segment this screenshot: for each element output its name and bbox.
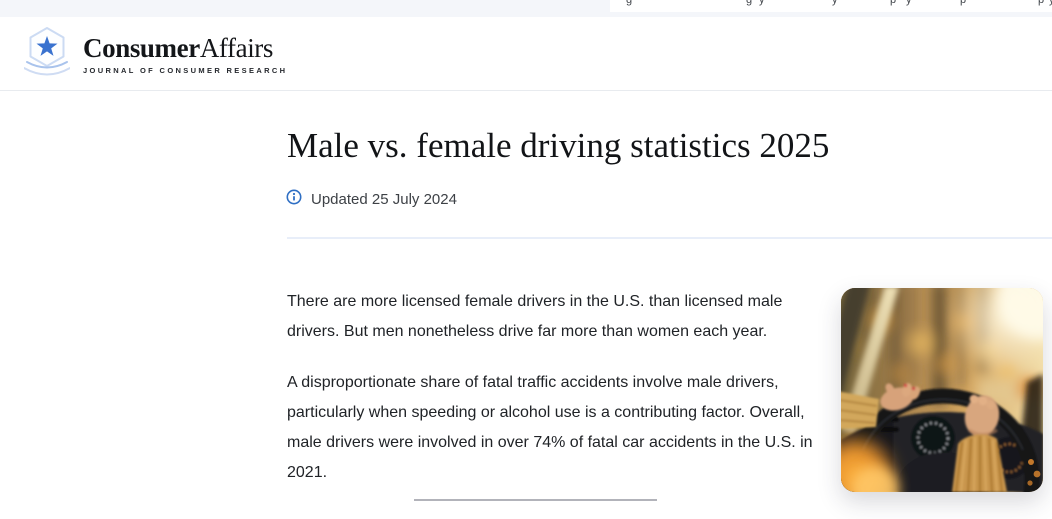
nav-link-fragment: p (1038, 0, 1044, 6)
nav-link-fragment: g (626, 0, 632, 6)
nav-link-fragment: p (960, 0, 966, 6)
top-nav-clipped-links: g g y y p y p p y (610, 0, 1052, 12)
nav-link-fragment: g (746, 0, 752, 6)
page-title: Male vs. female driving statistics 2025 (287, 126, 830, 165)
hero-image-driving (841, 288, 1043, 492)
logo-tagline: JOURNAL OF CONSUMER RESEARCH (83, 65, 288, 75)
nav-link-fragment: y (832, 0, 838, 6)
section-divider-top (287, 237, 1052, 239)
nav-link-fragment: y (759, 0, 765, 6)
article-body: There are more licensed female drivers i… (287, 287, 832, 509)
logo-name-secondary: Affairs (199, 33, 274, 64)
logo-wordmark: ConsumerAffairs JOURNAL OF CONSUMER RESE… (83, 33, 288, 75)
consumeraffairs-logo[interactable]: ConsumerAffairs JOURNAL OF CONSUMER RESE… (23, 26, 288, 83)
updated-date-label: Updated 25 July 2024 (311, 191, 457, 208)
nav-link-fragment: y (1049, 0, 1052, 6)
logo-name-primary: Consumer (83, 33, 200, 64)
paragraph: A disproportionate share of fatal traffi… (287, 374, 813, 481)
section-divider-bottom (414, 499, 657, 501)
nav-link-fragment: p (890, 0, 896, 6)
paragraph: There are more licensed female drivers i… (287, 293, 783, 340)
top-nav-strip: g g y y p y p p y (0, 0, 1052, 17)
info-icon[interactable] (286, 189, 302, 210)
site-header: ConsumerAffairs JOURNAL OF CONSUMER RESE… (0, 17, 1052, 91)
nav-link-fragment: y (906, 0, 912, 6)
star-shield-icon (23, 26, 71, 83)
updated-row: Updated 25 July 2024 (286, 189, 457, 210)
